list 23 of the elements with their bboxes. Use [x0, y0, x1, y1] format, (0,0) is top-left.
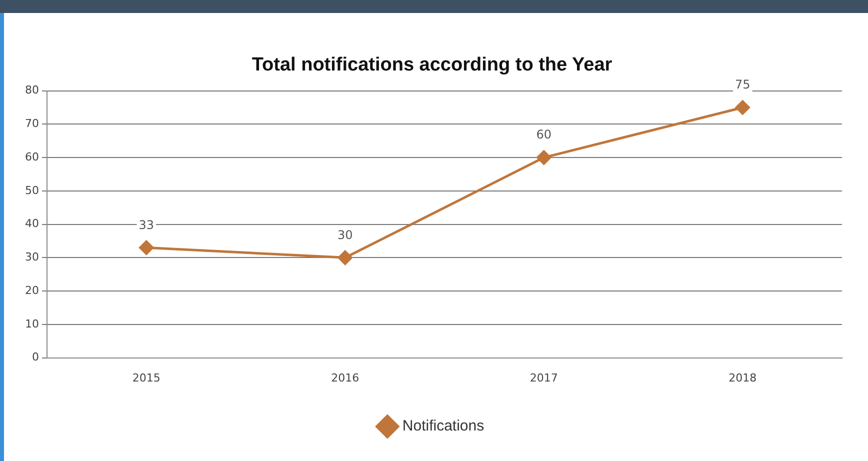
y-tick-label: 60 — [24, 150, 39, 164]
data-label: 75 — [734, 78, 750, 92]
y-tick-label: 40 — [24, 217, 39, 230]
point — [338, 250, 352, 265]
legend-label: Notifications — [402, 418, 484, 435]
y-tick-label: 20 — [24, 284, 39, 297]
y-tick-label: 80 — [24, 84, 39, 97]
data-label: 60 — [536, 128, 552, 142]
x-tick-label: 2017 — [530, 371, 558, 384]
point — [139, 240, 154, 255]
y-tick-label: 50 — [24, 184, 39, 197]
x-tick-label: 2015 — [132, 371, 160, 384]
y-tick-label: 70 — [24, 117, 39, 130]
data-label: 33 — [138, 218, 154, 232]
x-tick-label: 2016 — [331, 371, 360, 384]
y-tick-label: 30 — [24, 250, 39, 264]
y-tick-label: 0 — [32, 350, 39, 364]
y-tick-label: 10 — [24, 317, 39, 330]
point — [735, 100, 750, 115]
data-label: 30 — [337, 228, 353, 242]
point — [536, 150, 552, 165]
chart-title: Total notifications according to the Year — [252, 54, 613, 76]
x-tick-label: 2018 — [728, 371, 757, 384]
